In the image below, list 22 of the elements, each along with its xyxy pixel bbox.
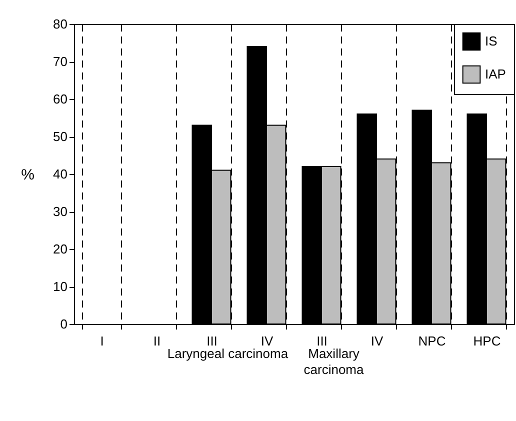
legend-label: IAP xyxy=(485,66,506,82)
y-tick-label: 40 xyxy=(53,166,68,182)
y-tick-label: 10 xyxy=(53,279,68,294)
legend-label: IS xyxy=(485,34,498,48)
text: Laryngeal carcinoma xyxy=(167,346,289,361)
x-tick-label: NPC xyxy=(418,334,446,348)
x-tick-label: IV xyxy=(260,334,274,348)
x-tick-label: II xyxy=(153,334,161,348)
text: Maxillary carcinoma xyxy=(304,346,365,377)
y-tick-label: 70 xyxy=(53,54,68,69)
x-tick-label: I xyxy=(100,334,104,348)
y-tick-label: 0 xyxy=(60,316,68,332)
x-tick-label: III xyxy=(316,334,328,348)
x-tick-label: HPC xyxy=(473,334,501,348)
x-tick-label: IV xyxy=(370,334,384,348)
y-axis-title: % xyxy=(21,166,34,184)
y-tick-label: 80 xyxy=(53,16,68,32)
y-tick-label: 30 xyxy=(53,204,68,219)
y-tick-label: 20 xyxy=(53,242,68,256)
y-tick-label: 50 xyxy=(53,129,68,144)
y-tick-label: 60 xyxy=(53,92,68,106)
x-tick-label: III xyxy=(206,334,218,348)
